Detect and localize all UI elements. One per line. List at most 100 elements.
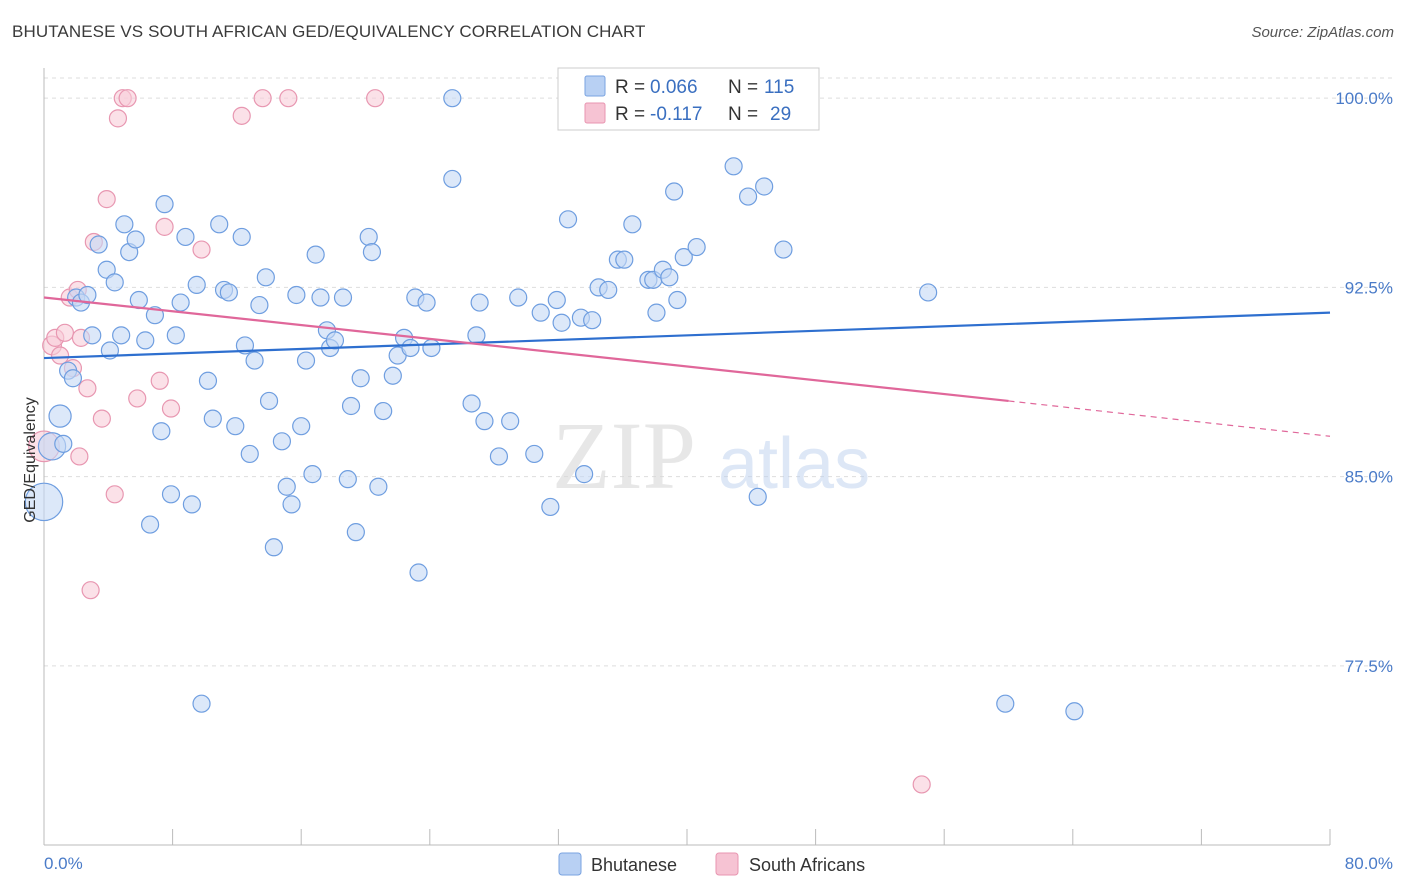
bhutanese-point-82 — [509, 288, 528, 307]
bhutanese-point-0 — [24, 482, 64, 522]
bhutanese-point-44 — [264, 538, 283, 557]
bhutanese-point-65 — [374, 401, 393, 421]
bhutanese-point-76 — [462, 394, 481, 413]
bottom-legend-label-bhutanese: Bhutanese — [591, 855, 677, 875]
south-africans-point-23 — [192, 240, 211, 259]
south-africans-trend-line — [43, 296, 1009, 403]
bhutanese-point-81 — [501, 412, 520, 431]
y-tick-label-3: 100.0% — [1335, 89, 1393, 108]
bottom-legend-swatch-south-africans — [715, 852, 739, 876]
bhutanese-point-113 — [996, 694, 1015, 713]
bhutanese-point-61 — [351, 369, 370, 388]
legend-n-label-south-africans: N = — [728, 104, 758, 125]
south-africans-point-18 — [118, 89, 137, 108]
bhutanese-point-75 — [443, 169, 462, 189]
x-tick-label-start: 0.0% — [44, 854, 83, 873]
bhutanese-point-105 — [687, 237, 706, 257]
south-africans-point-16 — [108, 109, 128, 128]
y-tick-label-2: 92.5% — [1345, 278, 1393, 297]
bhutanese-point-51 — [303, 465, 322, 484]
bhutanese-point-57 — [333, 288, 353, 307]
bhutanese-point-3 — [54, 434, 73, 453]
legend-r-label-bhutanese: R = — [615, 77, 645, 98]
bhutanese-point-26 — [171, 293, 190, 312]
legend: R = 0.066 N = 115 R = -0.117 N = 29 — [557, 67, 820, 131]
bhutanese-point-108 — [738, 187, 758, 206]
bhutanese-point-96 — [623, 215, 642, 234]
bhutanese-point-85 — [541, 497, 560, 517]
bhutanese-point-27 — [176, 227, 195, 247]
bhutanese-point-74 — [443, 89, 462, 108]
watermark: ZIP atlas — [552, 402, 870, 509]
bhutanese-point-73 — [422, 338, 441, 358]
legend-swatch-bhutanese — [584, 75, 606, 97]
bhutanese-point-37 — [232, 227, 251, 247]
bhutanese-point-101 — [660, 268, 679, 287]
bottom-legend-label-south-africans: South Africans — [749, 855, 865, 875]
bhutanese-point-84 — [531, 303, 550, 322]
x-tick-labels: 0.0% 80.0% — [44, 854, 1393, 873]
bhutanese-point-58 — [338, 470, 357, 489]
bhutanese-point-114 — [1065, 702, 1084, 721]
legend-n-value-bhutanese: 115 — [764, 77, 794, 98]
bhutanese-point-78 — [470, 293, 489, 312]
bhutanese-point-22 — [152, 422, 171, 441]
south-africans-trend-extension — [1008, 400, 1331, 437]
bhutanese-point-15 — [115, 215, 134, 234]
bhutanese-point-42 — [256, 268, 275, 287]
bhutanese-point-36 — [226, 417, 245, 436]
bhutanese-point-8 — [78, 285, 97, 305]
south-africans-point-9 — [70, 447, 89, 466]
y-tick-label-0: 77.5% — [1345, 657, 1393, 676]
south-africans-point-14 — [97, 190, 116, 209]
south-africans-point-22 — [161, 399, 181, 418]
bhutanese-point-31 — [198, 371, 218, 390]
bhutanese-point-102 — [665, 182, 684, 201]
bhutanese-point-35 — [219, 283, 238, 302]
bhutanese-point-63 — [362, 242, 382, 262]
bhutanese-point-47 — [282, 495, 301, 514]
bhutanese-point-71 — [409, 563, 428, 582]
bhutanese-point-33 — [210, 215, 229, 234]
bhutanese-point-62 — [359, 227, 378, 247]
bhutanese-point-25 — [166, 326, 185, 345]
bhutanese-point-59 — [341, 396, 361, 416]
bhutanese-point-43 — [259, 391, 279, 411]
bhutanese-point-39 — [240, 444, 259, 464]
bhutanese-point-88 — [558, 210, 578, 229]
bhutanese-point-60 — [346, 523, 365, 542]
legend-n-label-bhutanese: N = — [728, 77, 758, 98]
bottom-legend-swatch-bhutanese — [558, 852, 582, 876]
bhutanese-point-86 — [547, 290, 566, 310]
bhutanese-point-41 — [250, 295, 269, 315]
bhutanese-point-72 — [417, 293, 436, 312]
south-africans-point-11 — [81, 581, 100, 600]
bhutanese-point-56 — [325, 331, 345, 350]
bhutanese-point-38 — [235, 336, 255, 355]
bhutanese-point-19 — [136, 331, 155, 350]
south-africans-point-20 — [150, 371, 169, 390]
bhutanese-point-14 — [112, 326, 131, 345]
legend-r-label-south-africans: R = — [615, 104, 645, 125]
y-axis-title: GED/Equivalency — [22, 397, 39, 522]
legend-r-value-bhutanese: 0.066 — [650, 77, 698, 98]
bhutanese-point-79 — [475, 412, 494, 431]
x-tick-label-end: 80.0% — [1345, 854, 1393, 873]
bhutanese-point-107 — [724, 157, 743, 176]
south-africans-point-21 — [155, 217, 174, 236]
bhutanese-point-40 — [245, 351, 264, 370]
south-africans-point-26 — [279, 89, 298, 108]
bhutanese-point-29 — [187, 275, 206, 294]
south-africans-point-15 — [105, 485, 124, 504]
y-tick-labels: 77.5% 85.0% 92.5% 100.0% — [1335, 89, 1393, 676]
source-label: Source: ZipAtlas.com — [1251, 24, 1394, 41]
bhutanese-point-69 — [401, 338, 420, 358]
gridlines — [44, 77, 1395, 667]
bhutanese-trend-line — [43, 311, 1331, 360]
y-tick-label-1: 85.0% — [1345, 468, 1393, 487]
bhutanese-point-17 — [126, 230, 145, 249]
legend-n-value-south-africans: 29 — [770, 104, 791, 125]
bhutanese-point-32 — [203, 409, 222, 428]
bhutanese-point-53 — [311, 288, 330, 307]
